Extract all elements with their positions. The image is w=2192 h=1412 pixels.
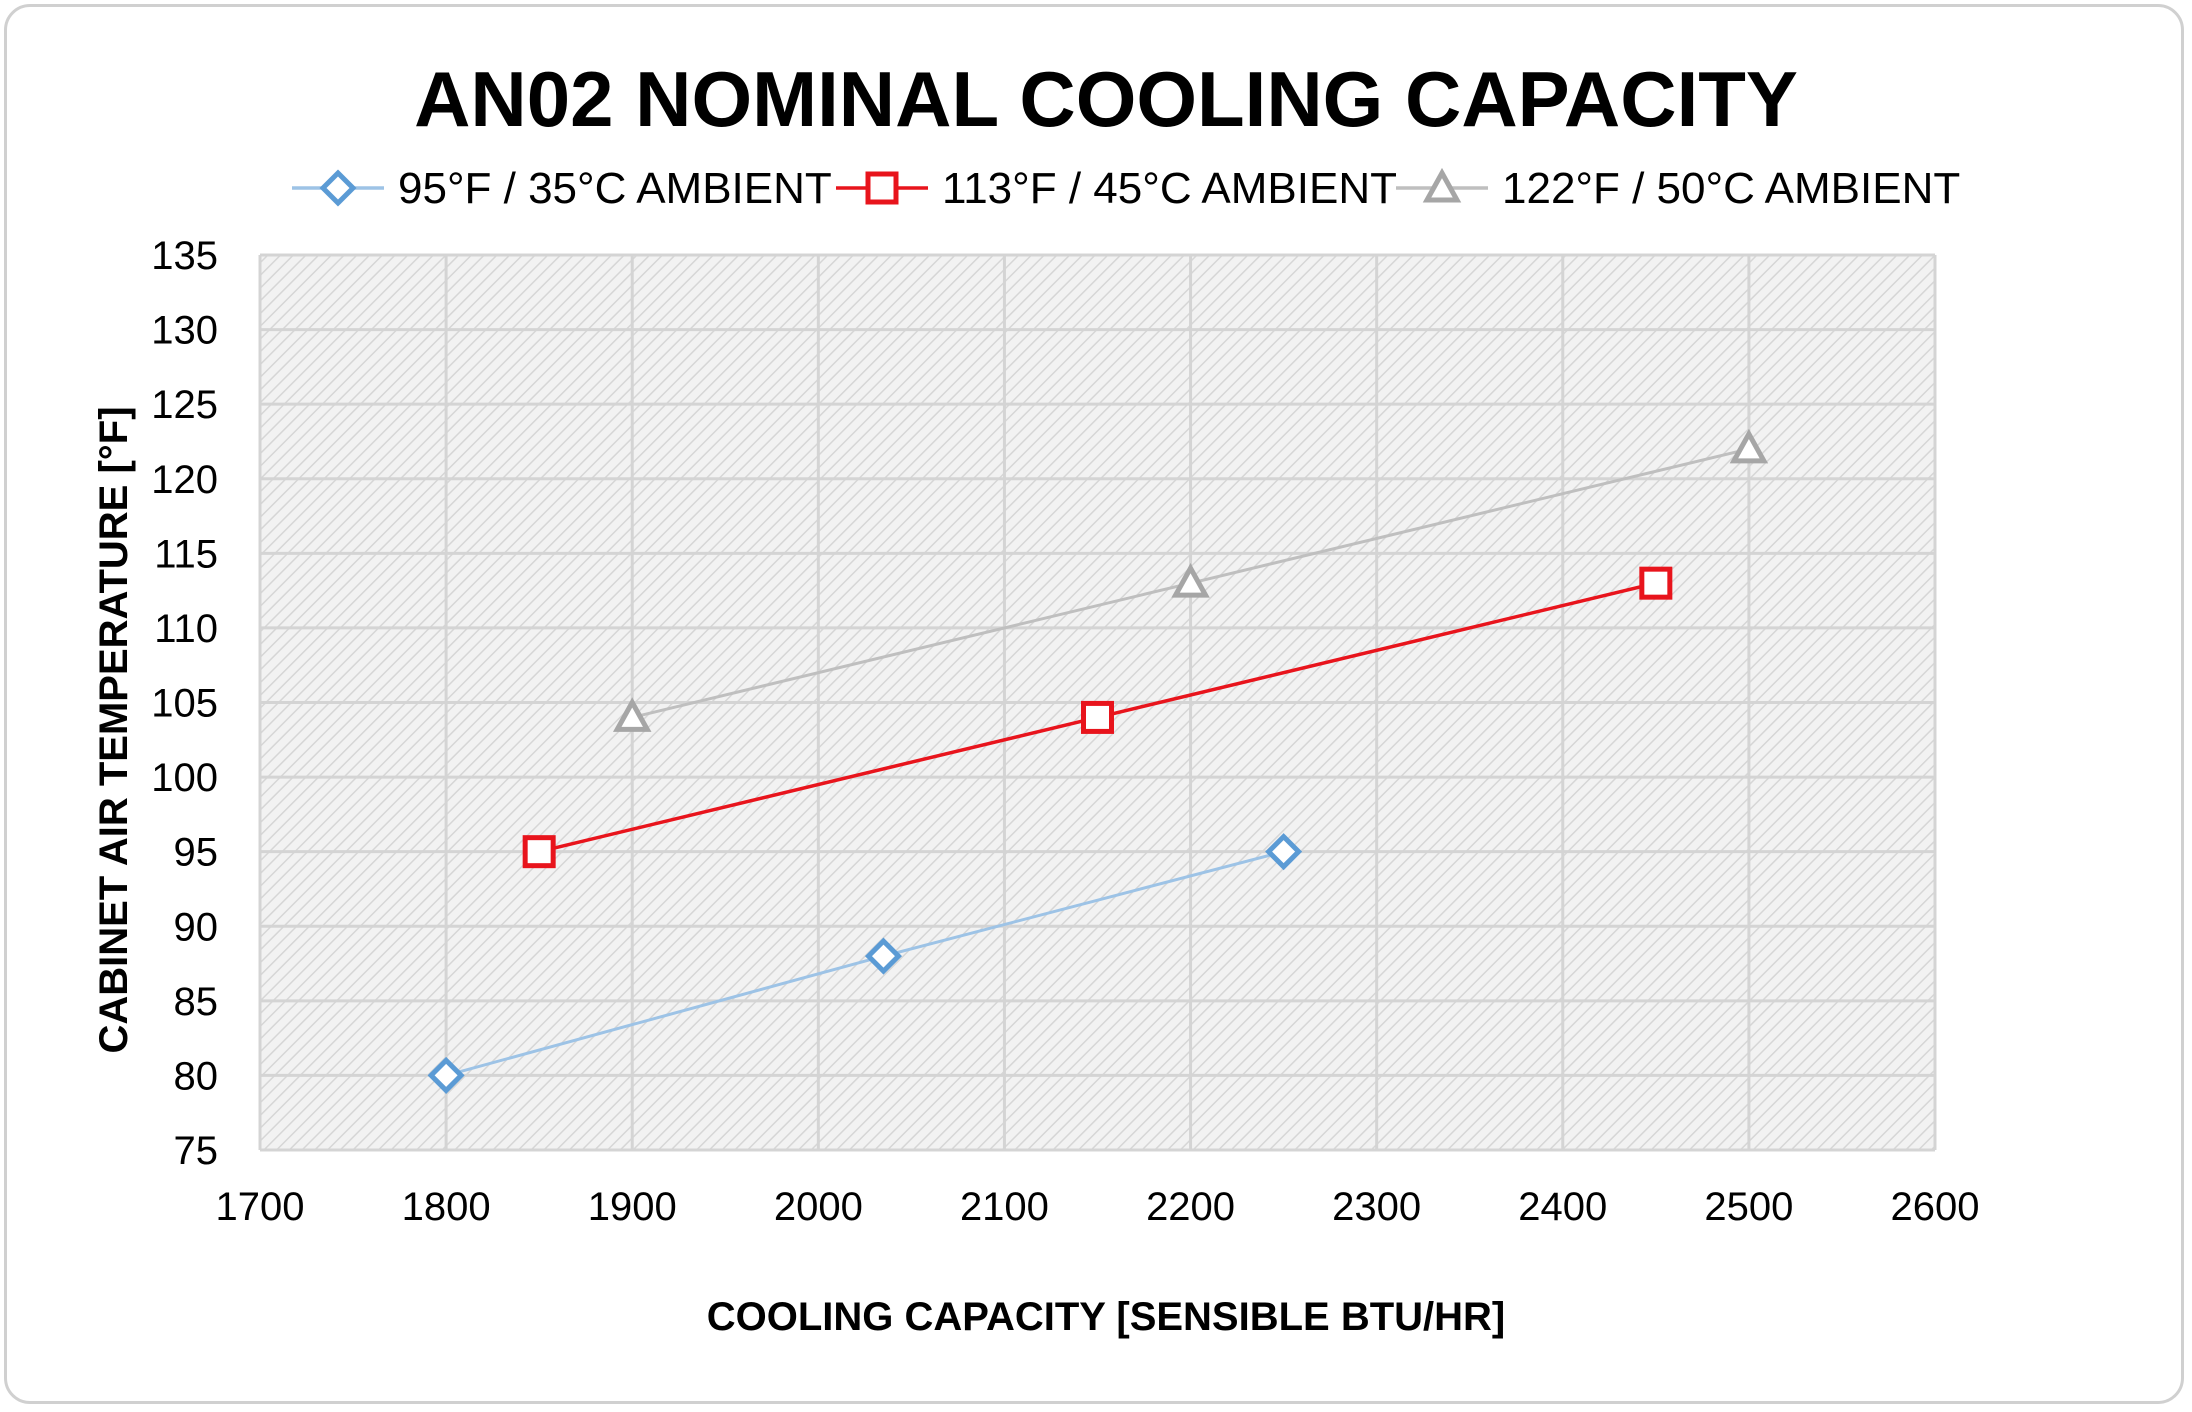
x-tick-label: 2300 [1332,1185,1421,1229]
y-tick-label: 115 [154,532,218,576]
y-axis-title: CABINET AIR TEMPERATURE [°F] [92,406,136,1053]
x-tick-label: 2100 [960,1185,1049,1229]
x-tick-label: 2200 [1146,1185,1235,1229]
legend-marker-diamond [319,169,357,207]
series-2 [522,566,1673,869]
legend-entry-2: 113°F / 45°C AMBIENT [836,164,1397,213]
series-layer [427,428,1769,1094]
legend-marker-triangle [1422,167,1462,203]
y-tick-label: 125 [151,383,218,427]
legend: 95°F / 35°C AMBIENT 113°F / 45°C AMBIENT 1… [292,164,1960,213]
series-3 [612,428,1769,732]
x-axis-ticks: 1700 1800 1900 2000 2100 2200 2300 2400 2500 2600 [216,1185,1980,1229]
legend-marker-square [865,171,899,205]
y-tick-label: 75 [174,1129,219,1173]
x-tick-label: 2400 [1518,1185,1607,1229]
legend-label: 95°F / 35°C AMBIENT [398,164,832,213]
data-point-diamond [427,1056,465,1094]
legend-entry-1: 95°F / 35°C AMBIENT [292,164,832,213]
legend-entry-3: 122°F / 50°C AMBIENT [1396,164,1960,213]
data-point-square [522,835,556,869]
x-tick-label: 2500 [1704,1185,1793,1229]
y-tick-label: 95 [174,831,219,875]
data-point-triangle [612,697,652,732]
y-tick-label: 105 [151,682,218,726]
x-axis-title: COOLING CAPACITY [SENSIBLE BTU/HR] [707,1295,1506,1339]
data-point-diamond [1265,833,1303,871]
data-point-square [1081,700,1114,734]
legend-label: 122°F / 50°C AMBIENT [1502,164,1960,213]
chart-title: AN02 NOMINAL COOLING CAPACITY [414,55,1798,143]
y-tick-label: 120 [151,458,218,502]
x-tick-label: 2000 [774,1185,863,1229]
data-point-triangle [1171,563,1210,598]
legend-label: 113°F / 45°C AMBIENT [942,164,1397,213]
x-tick-label: 1900 [588,1185,677,1229]
y-tick-label: 100 [151,756,218,800]
x-tick-label: 2600 [1891,1185,1980,1229]
x-tick-label: 1700 [216,1185,305,1229]
y-tick-label: 80 [174,1054,219,1098]
x-tick-label: 1800 [402,1185,491,1229]
data-point-square [1639,566,1673,600]
y-tick-label: 90 [174,905,219,949]
y-tick-label: 85 [174,980,219,1024]
series-1 [427,833,1303,1094]
data-point-triangle [1729,428,1769,464]
data-point-diamond [864,937,903,975]
y-tick-label: 135 [151,234,218,278]
y-axis-ticks: 75 80 85 90 95 100 105 110 115 120 125 130 135 [151,234,218,1173]
y-tick-label: 130 [151,309,218,353]
y-tick-label: 110 [154,607,218,651]
